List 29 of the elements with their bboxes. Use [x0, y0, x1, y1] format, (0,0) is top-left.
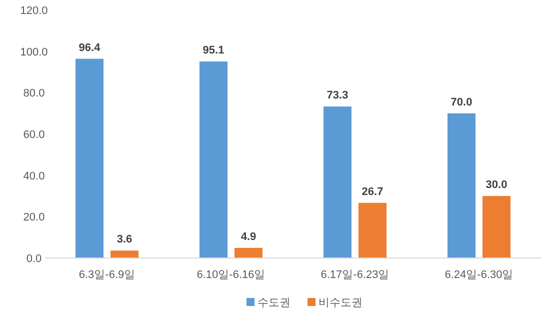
y-tick-label: 100.0 [20, 46, 48, 58]
data-label: 30.0 [486, 179, 508, 191]
bar [324, 106, 352, 258]
legend-label: 비수도권 [318, 297, 362, 309]
data-label: 26.7 [362, 186, 384, 198]
y-tick-label: 0.0 [26, 253, 42, 265]
bar [234, 248, 262, 258]
bar [482, 196, 510, 258]
y-tick-label: 20.0 [23, 212, 45, 224]
x-tick-label: 6.24일-6.30일 [444, 269, 514, 281]
bar [76, 58, 104, 258]
bar [110, 250, 138, 258]
y-tick-label: 60.0 [23, 129, 45, 141]
x-tick-label: 6.3일-6.9일 [78, 269, 136, 281]
bar [358, 202, 386, 258]
data-label: 96.4 [78, 42, 102, 54]
bar [448, 113, 476, 258]
data-label: 70.0 [450, 96, 472, 108]
x-tick-label: 6.17일-6.23일 [320, 269, 390, 281]
data-label: 95.1 [202, 44, 224, 56]
y-tick-label: 120.0 [20, 5, 48, 17]
data-label: 4.9 [240, 230, 256, 243]
y-tick-label: 40.0 [23, 170, 45, 182]
data-label: 3.6 [116, 234, 132, 246]
y-tick-label: 80.0 [23, 88, 45, 100]
data-label: 73.3 [326, 90, 348, 102]
x-tick-label: 6.10일-6.16일 [196, 269, 266, 281]
bar [200, 61, 228, 258]
legend-label: 수도권 [258, 297, 290, 309]
